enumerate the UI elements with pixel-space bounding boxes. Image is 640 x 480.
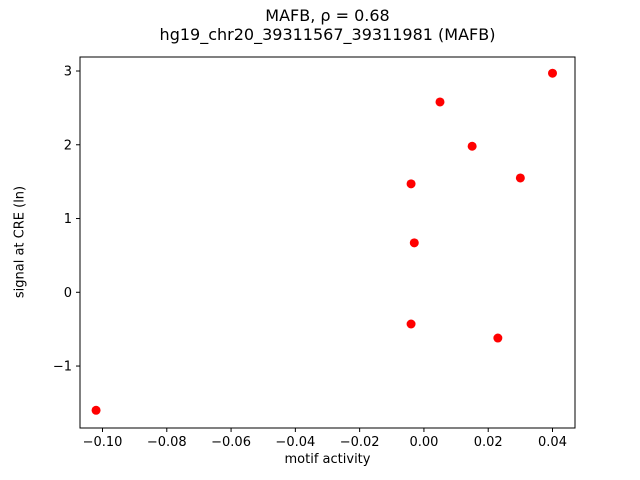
data-point (91, 405, 101, 415)
x-tick-label: −0.10 (83, 435, 123, 450)
y-tick-label: 2 (64, 138, 72, 153)
data-point (493, 333, 503, 343)
x-tick-label: 0.04 (538, 435, 567, 450)
data-point (409, 238, 419, 248)
y-tick-label: 3 (64, 65, 72, 80)
y-tick-label: −1 (53, 360, 72, 375)
x-axis-label: motif activity (284, 452, 371, 467)
y-tick-label: 0 (64, 286, 72, 301)
data-point (406, 319, 416, 329)
chart-title-line-1: MAFB, ρ = 0.68 (265, 6, 390, 25)
data-point (515, 173, 525, 183)
data-point (548, 68, 557, 78)
x-tick-label: −0.08 (147, 435, 187, 450)
data-point (406, 179, 416, 189)
data-point (467, 141, 477, 151)
y-tick-label: 1 (64, 212, 72, 227)
data-point (435, 97, 445, 107)
chart-title: MAFB, ρ = 0.68 hg19_chr20_39311567_39311… (80, 6, 575, 44)
y-axis-label: signal at CRE (ln) (12, 185, 28, 299)
x-tick-label: 0.00 (409, 435, 438, 450)
axes-border (79, 56, 576, 429)
x-tick-label: −0.04 (275, 435, 315, 450)
chart-title-line-2: hg19_chr20_39311567_39311981 (MAFB) (159, 25, 496, 44)
x-tick-label: −0.02 (340, 435, 380, 450)
x-tick-label: 0.02 (474, 435, 503, 450)
x-tick-label: −0.06 (211, 435, 251, 450)
